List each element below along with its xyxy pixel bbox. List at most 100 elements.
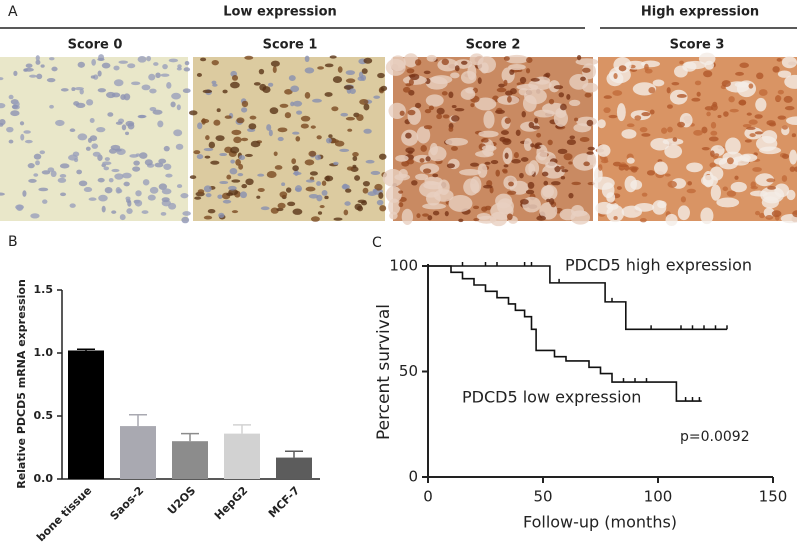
cell bbox=[626, 157, 635, 164]
cell bbox=[149, 186, 159, 194]
cell bbox=[196, 73, 202, 77]
cell bbox=[503, 79, 508, 87]
cell bbox=[776, 58, 782, 62]
cell bbox=[292, 165, 299, 172]
cell bbox=[189, 110, 198, 116]
cell bbox=[454, 65, 460, 72]
cell bbox=[414, 102, 422, 109]
cell bbox=[459, 168, 482, 176]
cell bbox=[317, 66, 324, 70]
cell bbox=[520, 157, 529, 162]
y-tick-label: 1.5 bbox=[34, 283, 54, 296]
cell bbox=[340, 112, 349, 117]
cell bbox=[115, 148, 122, 152]
cell bbox=[378, 153, 387, 160]
cell bbox=[441, 91, 448, 96]
cell bbox=[781, 125, 788, 130]
cell bbox=[183, 67, 191, 72]
cell bbox=[618, 164, 629, 168]
cell bbox=[425, 156, 431, 162]
cell bbox=[131, 81, 141, 86]
cell bbox=[630, 179, 643, 190]
cell bbox=[230, 146, 240, 154]
cell bbox=[10, 110, 20, 117]
cell bbox=[598, 164, 603, 171]
cell bbox=[576, 54, 582, 61]
cell bbox=[407, 109, 416, 116]
cell bbox=[652, 79, 665, 87]
cell bbox=[16, 204, 24, 211]
cell bbox=[520, 198, 529, 205]
cell bbox=[97, 57, 105, 61]
cell bbox=[374, 183, 383, 191]
cell bbox=[735, 71, 744, 76]
cell bbox=[666, 104, 673, 109]
cell bbox=[25, 63, 33, 68]
cell bbox=[650, 137, 670, 151]
cell bbox=[489, 186, 494, 194]
cell bbox=[700, 207, 714, 225]
cell bbox=[257, 187, 265, 193]
cell bbox=[20, 133, 25, 141]
cell bbox=[450, 72, 460, 79]
cell bbox=[0, 77, 4, 81]
cell bbox=[569, 135, 575, 140]
cell bbox=[481, 145, 497, 152]
cell bbox=[173, 129, 183, 137]
cell bbox=[23, 68, 28, 72]
cell bbox=[476, 213, 491, 220]
cell bbox=[505, 54, 529, 64]
cell bbox=[114, 173, 124, 180]
cell bbox=[533, 109, 555, 118]
cell bbox=[403, 53, 419, 68]
cell bbox=[742, 124, 752, 128]
cell bbox=[775, 95, 782, 102]
cell bbox=[101, 205, 106, 213]
cell bbox=[79, 88, 84, 95]
cell bbox=[60, 88, 69, 92]
cell bbox=[51, 66, 58, 72]
cell bbox=[231, 210, 239, 214]
cell bbox=[566, 93, 571, 100]
cell bbox=[572, 153, 597, 171]
cell bbox=[477, 77, 482, 85]
cell bbox=[245, 178, 254, 186]
cell bbox=[250, 140, 261, 148]
cell bbox=[710, 184, 721, 201]
x-tick-label: MCF-7 bbox=[266, 484, 302, 520]
cell bbox=[545, 161, 558, 169]
cell bbox=[137, 114, 146, 119]
y-tick-label: 100 bbox=[389, 257, 418, 275]
cell bbox=[419, 180, 443, 198]
annotation: p=0.0092 bbox=[680, 429, 750, 445]
cell bbox=[507, 95, 512, 103]
cell bbox=[550, 181, 561, 186]
cell bbox=[436, 107, 445, 115]
cell bbox=[222, 199, 232, 204]
cell bbox=[739, 153, 758, 162]
cell bbox=[266, 171, 277, 178]
cell bbox=[730, 181, 747, 193]
cell bbox=[226, 174, 232, 180]
cell bbox=[503, 164, 509, 168]
cell bbox=[641, 133, 651, 137]
cell bbox=[236, 117, 245, 124]
cell bbox=[345, 78, 356, 84]
x-tick-label: 150 bbox=[759, 488, 788, 506]
cell bbox=[69, 203, 76, 208]
cell bbox=[542, 185, 555, 198]
cell bbox=[713, 153, 720, 157]
cell bbox=[96, 127, 106, 133]
cell bbox=[83, 187, 93, 193]
cell bbox=[738, 100, 747, 106]
cell bbox=[722, 186, 729, 192]
cell bbox=[46, 78, 56, 83]
cell bbox=[405, 132, 412, 139]
cell bbox=[11, 104, 19, 109]
cell bbox=[127, 122, 135, 130]
cell bbox=[19, 121, 25, 126]
cell bbox=[305, 186, 316, 192]
cell bbox=[127, 63, 136, 69]
cell bbox=[157, 120, 164, 128]
cell bbox=[104, 186, 113, 194]
